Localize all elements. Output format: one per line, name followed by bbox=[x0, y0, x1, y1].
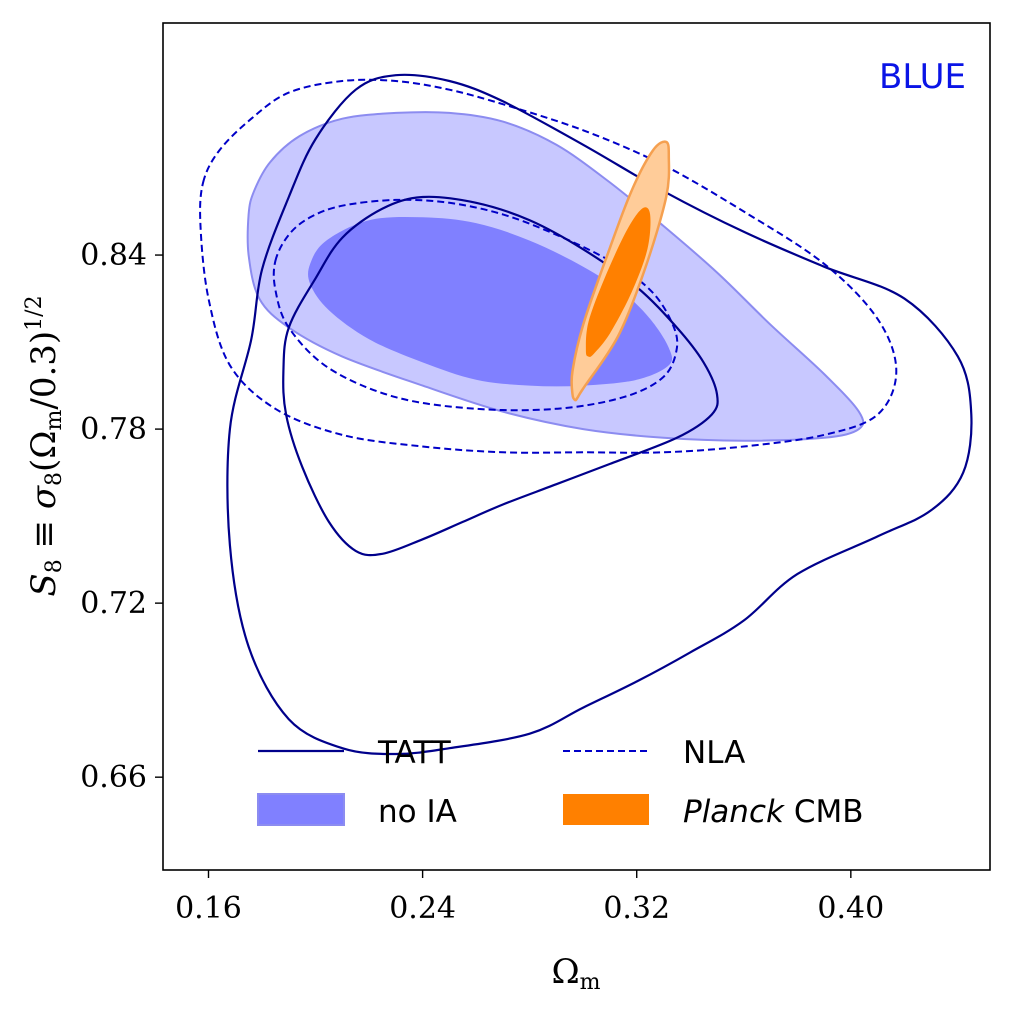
nla-contour-68 bbox=[272, 198, 679, 412]
panel-label: BLUE bbox=[879, 57, 966, 97]
tatt-contour-68 bbox=[282, 195, 719, 557]
y-axis-ticks: 0.66 0.72 0.78 0.84 bbox=[80, 238, 163, 795]
legend-tatt-label: TATT bbox=[377, 735, 452, 771]
contour-layer bbox=[199, 73, 973, 756]
y-tick-label: 0.66 bbox=[80, 760, 147, 795]
legend: TATT NLA no IA Planck CMB bbox=[257, 735, 863, 830]
y-axis-label: S8 ≡ σ8(Ωm/0.3)1/2 bbox=[22, 295, 67, 596]
x-tick-label: 0.24 bbox=[389, 891, 456, 926]
x-axis-ticks: 0.16 0.24 0.32 0.40 bbox=[175, 870, 884, 926]
y-tick-label: 0.84 bbox=[80, 238, 147, 273]
x-tick-label: 0.16 bbox=[175, 891, 242, 926]
legend-nla-label: NLA bbox=[683, 735, 745, 771]
x-tick-label: 0.32 bbox=[603, 891, 670, 926]
nla-contour-95 bbox=[199, 78, 898, 454]
x-tick-label: 0.40 bbox=[817, 891, 884, 926]
legend-planck-patch bbox=[563, 794, 649, 825]
legend-planck-label: Planck CMB bbox=[683, 794, 863, 830]
y-tick-label: 0.72 bbox=[80, 586, 147, 621]
plot-frame bbox=[162, 22, 991, 871]
legend-noia-label: no IA bbox=[378, 794, 457, 830]
planck-contour-68 bbox=[585, 207, 651, 357]
legend-noia-patch bbox=[257, 793, 345, 826]
x-axis-label: Ωm bbox=[551, 952, 600, 995]
tatt-contour-95 bbox=[226, 73, 973, 756]
y-tick-label: 0.78 bbox=[80, 412, 147, 447]
